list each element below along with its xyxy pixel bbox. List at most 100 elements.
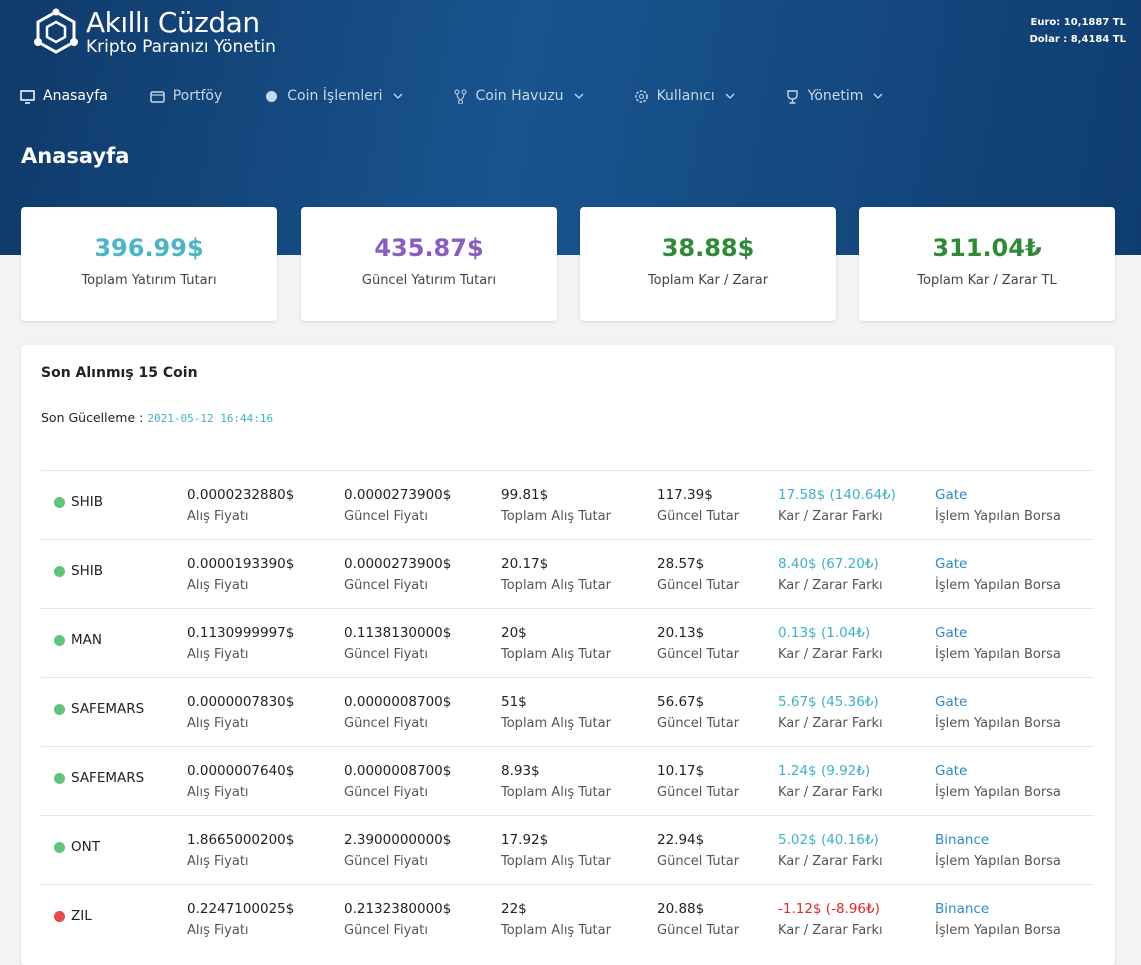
column-label: Kar / Zarar Farkı bbox=[778, 785, 883, 800]
cell-current-price: 0.0000008700$ Güncel Fiyatı bbox=[344, 691, 451, 735]
column-label: Kar / Zarar Farkı bbox=[778, 509, 883, 524]
cell-current-price: 0.0000273900$ Güncel Fiyatı bbox=[344, 484, 451, 528]
cell-current-price: 0.1138130000$ Güncel Fiyatı bbox=[344, 622, 451, 666]
total-buy: 17.92$ bbox=[501, 832, 549, 848]
exchange[interactable]: Gate bbox=[935, 763, 968, 779]
column-label: İşlem Yapılan Borsa bbox=[935, 854, 1061, 869]
cell-current-total: 117.39$ Güncel Tutar bbox=[657, 484, 739, 528]
buy-price: 0.2247100025$ bbox=[187, 901, 295, 917]
coin-row: MAN 0.1130999997$ Alış Fiyatı 0.1138130000$… bbox=[41, 608, 1094, 678]
coin-cell: SAFEMARS bbox=[54, 701, 144, 717]
stat-label: Toplam Kar / Zarar bbox=[647, 273, 769, 288]
update-label: Son Gücelleme : bbox=[41, 410, 144, 425]
profit: -1.12$ (-8.96₺) bbox=[778, 901, 880, 917]
exchange[interactable]: Gate bbox=[935, 556, 968, 572]
column-label: Kar / Zarar Farkı bbox=[778, 578, 883, 593]
status-dot bbox=[54, 703, 65, 715]
status-dot bbox=[54, 772, 65, 784]
buy-price: 0.0000007830$ bbox=[187, 694, 295, 710]
last-update: Son Gücelleme :2021-05-12 16:44:16 bbox=[41, 410, 273, 425]
column-label: İşlem Yapılan Borsa bbox=[935, 578, 1061, 593]
cell-current-total: 10.17$ Güncel Tutar bbox=[657, 760, 739, 804]
current-price: 0.0000273900$ bbox=[344, 487, 452, 503]
cell-buy-price: 0.0000007830$ Alış Fiyatı bbox=[187, 691, 294, 735]
exchange[interactable]: Gate bbox=[935, 694, 968, 710]
exchange[interactable]: Gate bbox=[935, 487, 968, 503]
buy-price: 0.0000007640$ bbox=[187, 763, 295, 779]
dropdown-chevron bbox=[873, 93, 883, 99]
cell-exchange: Binance İşlem Yapılan Borsa bbox=[935, 829, 1061, 873]
cell-current-total: 22.94$ Güncel Tutar bbox=[657, 829, 739, 873]
cell-current-price: 0.0000008700$ Güncel Fiyatı bbox=[344, 760, 451, 804]
cell-profit: 17.58$ (140.64₺) Kar / Zarar Farkı bbox=[778, 484, 896, 528]
current-price: 2.3900000000$ bbox=[344, 832, 452, 848]
cell-profit: 5.67$ (45.36₺) Kar / Zarar Farkı bbox=[778, 691, 883, 735]
recent-coins-panel: Son Alınmış 15 Coin Son Gücelleme :2021-… bbox=[21, 345, 1115, 965]
column-label: Toplam Alış Tutar bbox=[501, 578, 611, 593]
current-total: 22.94$ bbox=[657, 832, 705, 848]
stat-card: 311.04₺ Toplam Kar / Zarar TL bbox=[859, 207, 1115, 321]
column-label: Güncel Fiyatı bbox=[344, 716, 428, 731]
coin-cell: SAFEMARS bbox=[54, 770, 144, 786]
current-total: 20.88$ bbox=[657, 901, 705, 917]
nav-icon bbox=[786, 89, 798, 104]
nav-label: Anasayfa bbox=[43, 88, 108, 104]
profit: 5.67$ (45.36₺) bbox=[778, 694, 879, 710]
profit: 8.40$ (67.20₺) bbox=[778, 556, 879, 572]
cell-buy-price: 0.0000232880$ Alış Fiyatı bbox=[187, 484, 294, 528]
cell-buy-price: 1.8665000200$ Alış Fiyatı bbox=[187, 829, 294, 873]
current-total: 56.67$ bbox=[657, 694, 705, 710]
cell-profit: 8.40$ (67.20₺) Kar / Zarar Farkı bbox=[778, 553, 883, 597]
nav-item[interactable]: Anasayfa bbox=[20, 88, 108, 104]
page-title: Anasayfa bbox=[21, 144, 130, 168]
coin-row: SHIB 0.0000193390$ Alış Fiyatı 0.0000273900… bbox=[41, 539, 1094, 609]
coin-cell: ZIL bbox=[54, 908, 92, 924]
column-label: Güncel Fiyatı bbox=[344, 923, 428, 938]
column-label: Alış Fiyatı bbox=[187, 647, 249, 662]
cell-current-total: 20.88$ Güncel Tutar bbox=[657, 898, 739, 942]
profit: 5.02$ (40.16₺) bbox=[778, 832, 879, 848]
nav-item[interactable]: Kullanıcı bbox=[634, 88, 743, 104]
column-label: Toplam Alış Tutar bbox=[501, 716, 611, 731]
column-label: Kar / Zarar Farkı bbox=[778, 716, 883, 731]
cell-exchange: Gate İşlem Yapılan Borsa bbox=[935, 622, 1061, 666]
cell-total-buy: 51$ Toplam Alış Tutar bbox=[501, 691, 611, 735]
cell-buy-price: 0.0000007640$ Alış Fiyatı bbox=[187, 760, 294, 804]
nav-item[interactable]: Coin Havuzu bbox=[453, 88, 592, 104]
column-label: Toplam Alış Tutar bbox=[501, 785, 611, 800]
nav-item[interactable]: Portföy bbox=[149, 88, 222, 104]
column-label: Toplam Alış Tutar bbox=[501, 854, 611, 869]
exchange-rates: Euro: 10,1887 TL Dolar : 8,4184 TL bbox=[1029, 14, 1126, 48]
coin-cell: MAN bbox=[54, 632, 102, 648]
exchange[interactable]: Gate bbox=[935, 625, 968, 641]
nav-item[interactable]: Coin İşlemleri bbox=[264, 88, 410, 104]
brand[interactable]: Akıllı Cüzdan Kripto Paranızı Yönetin bbox=[32, 8, 276, 56]
column-label: İşlem Yapılan Borsa bbox=[935, 509, 1061, 524]
cell-total-buy: 99.81$ Toplam Alış Tutar bbox=[501, 484, 611, 528]
nav-item[interactable]: Yönetim bbox=[785, 88, 892, 104]
exchange[interactable]: Binance bbox=[935, 832, 990, 848]
buy-price: 0.0000232880$ bbox=[187, 487, 295, 503]
cell-buy-price: 0.0000193390$ Alış Fiyatı bbox=[187, 553, 294, 597]
column-label: Güncel Tutar bbox=[657, 509, 740, 524]
buy-price: 0.1130999997$ bbox=[187, 625, 295, 641]
column-label: Güncel Tutar bbox=[657, 854, 740, 869]
column-label: İşlem Yapılan Borsa bbox=[935, 716, 1061, 731]
profit: 1.24$ (9.92₺) bbox=[778, 763, 871, 779]
cell-exchange: Gate İşlem Yapılan Borsa bbox=[935, 691, 1061, 735]
current-price: 0.2132380000$ bbox=[344, 901, 452, 917]
nav-icon bbox=[454, 89, 467, 104]
column-label: Güncel Fiyatı bbox=[344, 578, 428, 593]
exchange[interactable]: Binance bbox=[935, 901, 990, 917]
cell-exchange: Gate İşlem Yapılan Borsa bbox=[935, 484, 1061, 528]
column-label: Kar / Zarar Farkı bbox=[778, 647, 883, 662]
nav-icon bbox=[266, 90, 278, 102]
column-label: Kar / Zarar Farkı bbox=[778, 923, 883, 938]
rate: Dolar : 8,4184 TL bbox=[1029, 34, 1126, 45]
column-label: Güncel Fiyatı bbox=[344, 854, 428, 869]
cell-current-total: 28.57$ Güncel Tutar bbox=[657, 553, 739, 597]
coin-name: SAFEMARS bbox=[71, 701, 145, 717]
column-label: Alış Fiyatı bbox=[187, 578, 249, 593]
